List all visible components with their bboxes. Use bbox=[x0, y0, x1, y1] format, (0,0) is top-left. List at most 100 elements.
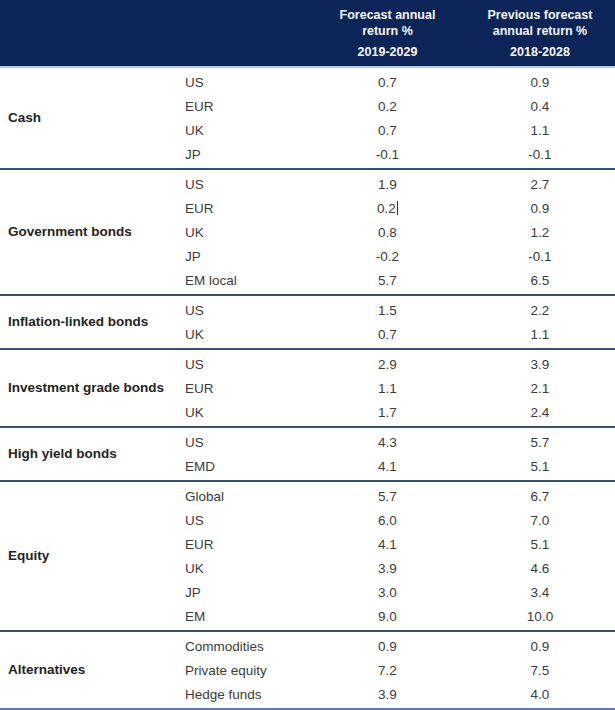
region-label: EM bbox=[180, 609, 310, 624]
region-label: US bbox=[180, 177, 310, 192]
table-row: US 1.5 2.2 bbox=[180, 298, 615, 322]
region-label: EUR bbox=[180, 537, 310, 552]
table-row: Commodities 0.9 0.9 bbox=[180, 634, 615, 658]
previous-value: 7.5 bbox=[465, 663, 615, 678]
section-rows: US 1.5 2.2 UK 0.7 1.1 bbox=[180, 298, 615, 346]
table-header: Forecast annual return % 2019-2029 Previ… bbox=[0, 0, 615, 68]
table-row: EUR 1.1 2.1 bbox=[180, 376, 615, 400]
table-row: EM local 5.7 6.5 bbox=[180, 268, 615, 292]
region-label: JP bbox=[180, 147, 310, 162]
previous-value: 4.6 bbox=[465, 561, 615, 576]
table-row: JP -0.2 -0.1 bbox=[180, 244, 615, 268]
header-spacer bbox=[0, 0, 310, 66]
forecast-value: 0.2 bbox=[310, 99, 465, 114]
section-rows: US 2.9 3.9 EUR 1.1 2.1 UK 1.7 2.4 bbox=[180, 352, 615, 424]
previous-value: 0.9 bbox=[465, 639, 615, 654]
asset-class-label: Investment grade bonds bbox=[0, 352, 180, 424]
table-row: EUR 4.1 5.1 bbox=[180, 532, 615, 556]
section-rows: US 4.3 5.7 EMD 4.1 5.1 bbox=[180, 430, 615, 478]
table-row: EUR 0.2 0.9 bbox=[180, 196, 615, 220]
table-row: US 2.9 3.9 bbox=[180, 352, 615, 376]
table-row: EM 9.0 10.0 bbox=[180, 604, 615, 628]
forecast-value: 9.0 bbox=[310, 609, 465, 624]
forecast-value-editing[interactable]: 0.2 bbox=[310, 201, 465, 216]
table-row: US 4.3 5.7 bbox=[180, 430, 615, 454]
previous-value: 0.9 bbox=[465, 75, 615, 90]
previous-value: 1.2 bbox=[465, 225, 615, 240]
table-row: UK 1.7 2.4 bbox=[180, 400, 615, 424]
previous-value: 5.1 bbox=[465, 537, 615, 552]
forecast-value: 0.9 bbox=[310, 639, 465, 654]
region-label: EUR bbox=[180, 381, 310, 396]
asset-class-section-equity: Equity Global 5.7 6.7 US 6.0 7.0 EUR 4.1… bbox=[0, 482, 615, 632]
forecast-value: 1.7 bbox=[310, 405, 465, 420]
region-label: UK bbox=[180, 561, 310, 576]
table-row: UK 0.8 1.2 bbox=[180, 220, 615, 244]
region-label: US bbox=[180, 435, 310, 450]
region-label: EUR bbox=[180, 201, 310, 216]
forecast-value: 1.9 bbox=[310, 177, 465, 192]
previous-value: 2.1 bbox=[465, 381, 615, 396]
forecast-value: 0.7 bbox=[310, 123, 465, 138]
region-label: UK bbox=[180, 225, 310, 240]
table-row: UK 0.7 1.1 bbox=[180, 118, 615, 142]
previous-value: 3.4 bbox=[465, 585, 615, 600]
previous-value: 10.0 bbox=[465, 609, 615, 624]
previous-value: -0.1 bbox=[465, 249, 615, 264]
table-row: Private equity 7.2 7.5 bbox=[180, 658, 615, 682]
table-row: UK 0.7 1.1 bbox=[180, 322, 615, 346]
forecast-value: 3.9 bbox=[310, 561, 465, 576]
asset-class-label: Cash bbox=[0, 70, 180, 166]
forecast-value: 0.7 bbox=[310, 327, 465, 342]
region-label: US bbox=[180, 357, 310, 372]
forecast-value: 4.3 bbox=[310, 435, 465, 450]
previous-value: 6.7 bbox=[465, 489, 615, 504]
forecast-value: 1.1 bbox=[310, 381, 465, 396]
forecast-value: 7.2 bbox=[310, 663, 465, 678]
forecast-value: 6.0 bbox=[310, 513, 465, 528]
asset-class-label: Alternatives bbox=[0, 634, 180, 706]
forecast-value: -0.1 bbox=[310, 147, 465, 162]
header-col-previous: Previous forecast annual return % 2018-2… bbox=[465, 0, 615, 66]
table-row: Global 5.7 6.7 bbox=[180, 484, 615, 508]
section-rows: Commodities 0.9 0.9 Private equity 7.2 7… bbox=[180, 634, 615, 706]
region-label: US bbox=[180, 75, 310, 90]
section-rows: US 1.9 2.7 EUR 0.2 0.9 UK 0.8 1.2 JP -0.… bbox=[180, 172, 615, 292]
asset-class-section-high-yield-bonds: High yield bonds US 4.3 5.7 EMD 4.1 5.1 bbox=[0, 428, 615, 482]
region-label: US bbox=[180, 513, 310, 528]
asset-class-section-government-bonds: Government bonds US 1.9 2.7 EUR 0.2 0.9 … bbox=[0, 170, 615, 296]
previous-value: 2.2 bbox=[465, 303, 615, 318]
text-caret bbox=[397, 201, 398, 215]
forecast-value: 2.9 bbox=[310, 357, 465, 372]
asset-class-section-alternatives: Alternatives Commodities 0.9 0.9 Private… bbox=[0, 632, 615, 710]
asset-class-label: High yield bonds bbox=[0, 430, 180, 478]
table-row: US 6.0 7.0 bbox=[180, 508, 615, 532]
previous-value: 2.7 bbox=[465, 177, 615, 192]
table-row: US 1.9 2.7 bbox=[180, 172, 615, 196]
section-rows: US 0.7 0.9 EUR 0.2 0.4 UK 0.7 1.1 JP -0.… bbox=[180, 70, 615, 166]
asset-class-section-inflation-linked-bonds: Inflation-linked bonds US 1.5 2.2 UK 0.7… bbox=[0, 296, 615, 350]
header-col-forecast: Forecast annual return % 2019-2029 bbox=[310, 0, 465, 66]
forecast-value: 0.8 bbox=[310, 225, 465, 240]
previous-value: 7.0 bbox=[465, 513, 615, 528]
previous-value: 5.7 bbox=[465, 435, 615, 450]
forecast-value: 4.1 bbox=[310, 459, 465, 474]
previous-value: 2.4 bbox=[465, 405, 615, 420]
region-label: US bbox=[180, 303, 310, 318]
table-row: Hedge funds 3.9 4.0 bbox=[180, 682, 615, 706]
forecast-column-period: 2019-2029 bbox=[358, 45, 418, 61]
forecast-value: 4.1 bbox=[310, 537, 465, 552]
region-label: Commodities bbox=[180, 639, 310, 654]
forecast-returns-table: Forecast annual return % 2019-2029 Previ… bbox=[0, 0, 615, 710]
forecast-value: 5.7 bbox=[310, 489, 465, 504]
asset-class-section-investment-grade-bonds: Investment grade bonds US 2.9 3.9 EUR 1.… bbox=[0, 350, 615, 428]
region-label: Private equity bbox=[180, 663, 310, 678]
region-label: EUR bbox=[180, 99, 310, 114]
previous-column-period: 2018-2028 bbox=[510, 45, 570, 61]
forecast-value: 3.9 bbox=[310, 687, 465, 702]
asset-class-section-cash: Cash US 0.7 0.9 EUR 0.2 0.4 UK 0.7 1.1 J… bbox=[0, 68, 615, 170]
region-label: UK bbox=[180, 327, 310, 342]
previous-value: 3.9 bbox=[465, 357, 615, 372]
region-label: Global bbox=[180, 489, 310, 504]
forecast-column-title: Forecast annual return % bbox=[329, 8, 447, 39]
